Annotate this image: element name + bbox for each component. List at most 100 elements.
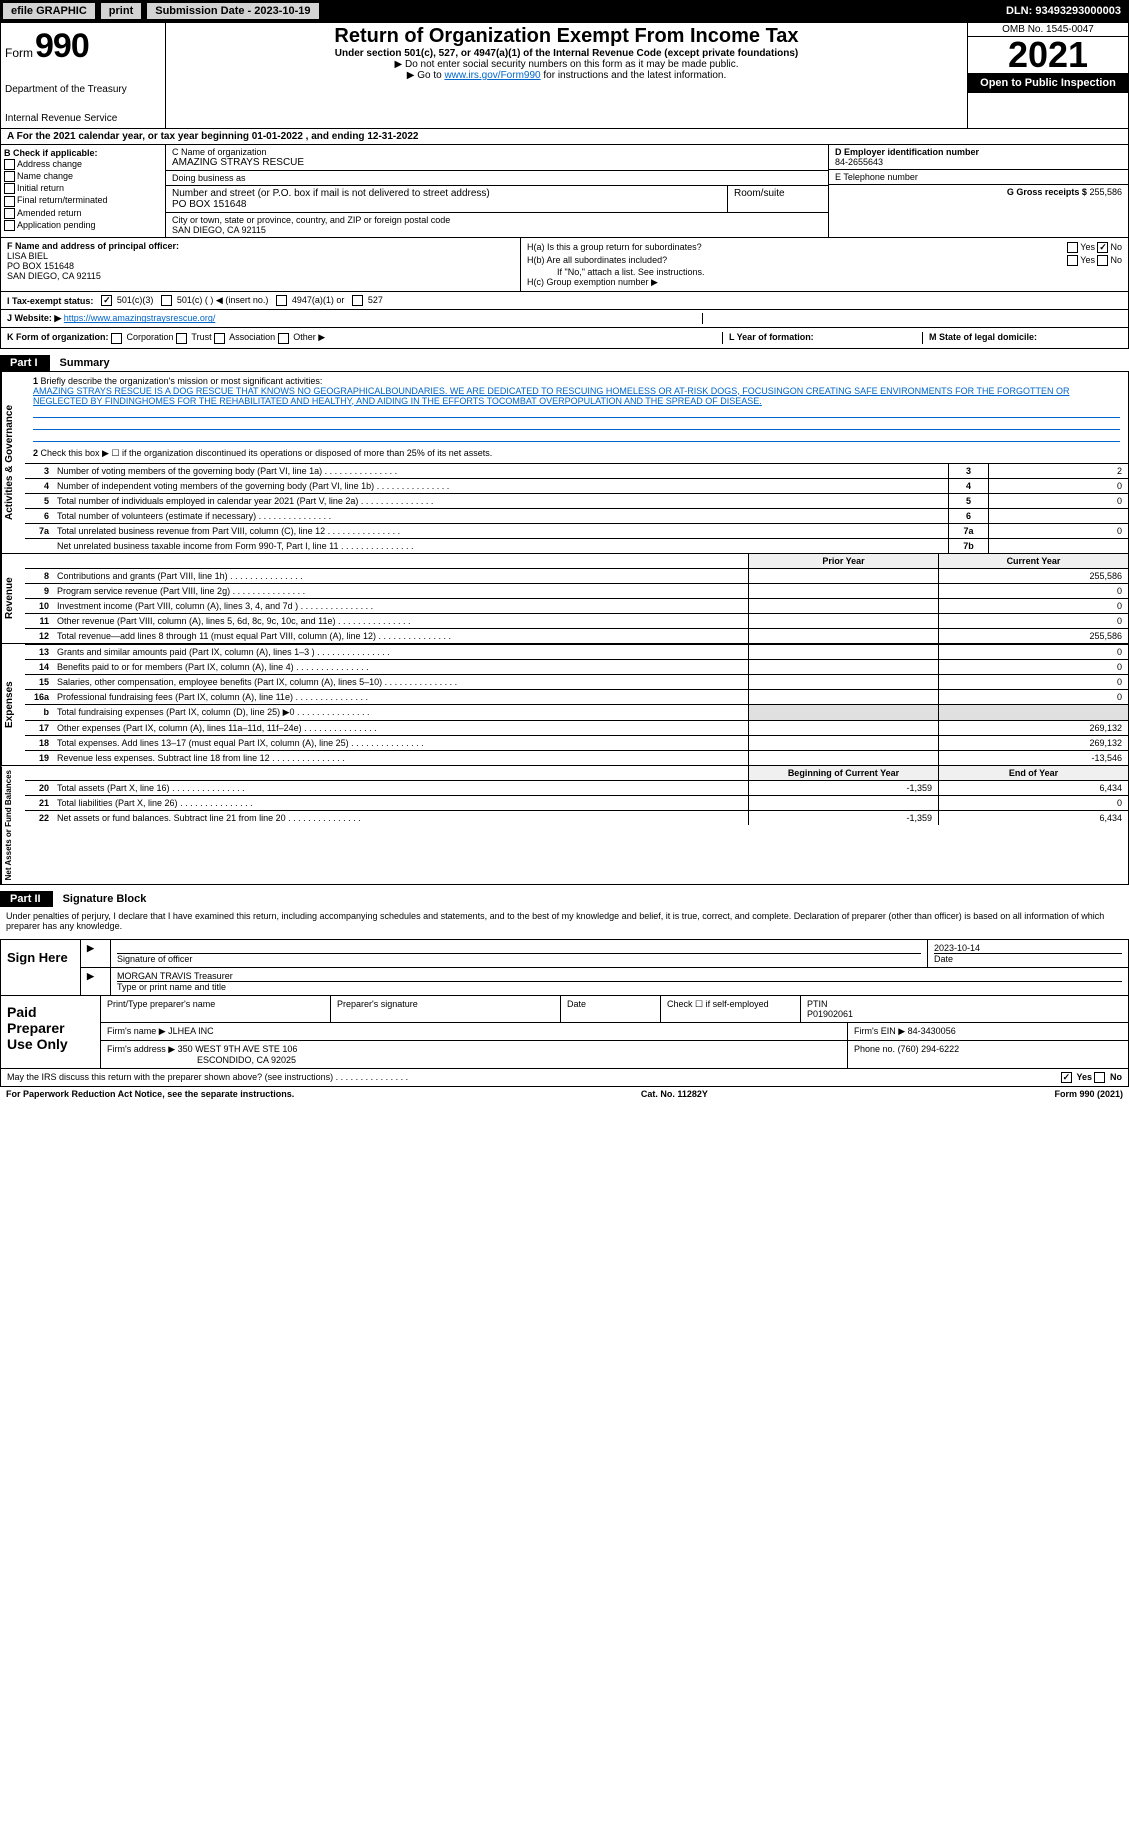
irs-link[interactable]: www.irs.gov/Form990: [444, 70, 540, 81]
chk-initial-return[interactable]: Initial return: [4, 183, 162, 194]
hb-label: H(b) Are all subordinates included?: [527, 255, 667, 266]
current-value: 0: [938, 690, 1128, 704]
firm-phone: (760) 294-6222: [898, 1044, 960, 1054]
part-2-header: Part II Signature Block: [0, 891, 1129, 907]
prior-value: [748, 614, 938, 628]
current-value: 0: [938, 614, 1128, 628]
current-value: -13,546: [938, 751, 1128, 765]
tax-exempt-row: I Tax-exempt status: 501(c)(3) 501(c) ( …: [0, 292, 1129, 310]
sidebar-net-assets: Net Assets or Fund Balances: [1, 766, 25, 884]
line-desc: Revenue less expenses. Subtract line 18 …: [53, 751, 748, 765]
current-value: [938, 705, 1128, 720]
firm-name: JLHEA INC: [168, 1026, 214, 1036]
website-row: J Website: ▶ https://www.amazingstraysre…: [0, 310, 1129, 328]
sign-here-box: Sign Here ▶ Signature of officer 2023-10…: [0, 939, 1129, 996]
org-address: PO BOX 151648: [172, 199, 721, 210]
current-value: 255,586: [938, 629, 1128, 643]
prep-sig-hdr: Preparer's signature: [331, 996, 561, 1022]
top-bar: efile GRAPHIC print Submission Date - 20…: [0, 0, 1129, 22]
dln-label: DLN: 93493293000003: [998, 3, 1129, 19]
discuss-row: May the IRS discuss this return with the…: [0, 1069, 1129, 1087]
line-value: 2: [988, 464, 1128, 478]
paid-preparer-label: Paid Preparer Use Only: [1, 996, 101, 1068]
line-desc: Other revenue (Part VIII, column (A), li…: [53, 614, 748, 628]
page-footer: For Paperwork Reduction Act Notice, see …: [0, 1087, 1129, 1101]
firm-name-label: Firm's name ▶: [107, 1026, 166, 1036]
perjury-declaration: Under penalties of perjury, I declare th…: [0, 907, 1129, 935]
line-desc: Contributions and grants (Part VIII, lin…: [53, 569, 748, 583]
gross-value: 255,586: [1089, 187, 1122, 197]
chk-final-return[interactable]: Final return/terminated: [4, 195, 162, 206]
room-suite-label: Room/suite: [728, 186, 828, 212]
firm-ein: 84-3430056: [908, 1026, 956, 1036]
line-desc: Number of voting members of the governin…: [53, 464, 948, 478]
ptin-label: PTIN: [807, 999, 1122, 1009]
sidebar-expenses: Expenses: [1, 644, 25, 765]
line-desc: Total fundraising expenses (Part IX, col…: [53, 705, 748, 720]
line-value: 0: [988, 494, 1128, 508]
section-bcd: B Check if applicable: Address change Na…: [0, 145, 1129, 238]
firm-addr2: ESCONDIDO, CA 92025: [107, 1055, 296, 1065]
col-b-label: B Check if applicable:: [4, 148, 162, 158]
prior-value: -1,359: [748, 781, 938, 795]
prior-value: [748, 675, 938, 689]
prior-value: [748, 751, 938, 765]
firm-addr-label: Firm's address ▶: [107, 1044, 175, 1054]
website-link[interactable]: https://www.amazingstraysrescue.org/: [64, 313, 216, 323]
end-year-hdr: End of Year: [938, 766, 1128, 780]
prior-value: [748, 584, 938, 598]
line-desc: Total expenses. Add lines 13–17 (must eq…: [53, 736, 748, 750]
firm-ein-label: Firm's EIN ▶: [854, 1026, 905, 1036]
chk-amended[interactable]: Amended return: [4, 208, 162, 219]
chk-address-change[interactable]: Address change: [4, 159, 162, 170]
q1-label: Briefly describe the organization's miss…: [41, 376, 323, 386]
current-value: 6,434: [938, 781, 1128, 795]
summary-revenue: Revenue Prior Year Current Year 8Contrib…: [0, 554, 1129, 644]
line-desc: Total revenue—add lines 8 through 11 (mu…: [53, 629, 748, 643]
current-value: 269,132: [938, 721, 1128, 735]
ssn-note: ▶ Do not enter social security numbers o…: [176, 59, 957, 70]
k-label: K Form of organization:: [7, 332, 109, 342]
sig-date-label: Date: [934, 953, 1122, 964]
ha-label: H(a) Is this a group return for subordin…: [527, 242, 702, 253]
prep-name-hdr: Print/Type preparer's name: [101, 996, 331, 1022]
sidebar-revenue: Revenue: [1, 554, 25, 643]
current-year-hdr: Current Year: [938, 554, 1128, 568]
prior-value: [748, 796, 938, 810]
row-a-tax-year: A For the 2021 calendar year, or tax yea…: [0, 129, 1129, 145]
hc-label: H(c) Group exemption number ▶: [527, 277, 1122, 288]
line-desc: Program service revenue (Part VIII, line…: [53, 584, 748, 598]
officer-signed-name: MORGAN TRAVIS Treasurer: [117, 971, 1122, 981]
city-label: City or town, state or province, country…: [172, 215, 822, 225]
chk-name-change[interactable]: Name change: [4, 171, 162, 182]
current-value: 6,434: [938, 811, 1128, 825]
line-value: [988, 539, 1128, 553]
sig-officer-label: Signature of officer: [117, 953, 921, 964]
f-label: F Name and address of principal officer:: [7, 241, 514, 251]
paperwork-notice: For Paperwork Reduction Act Notice, see …: [6, 1089, 294, 1099]
line-desc: Professional fundraising fees (Part IX, …: [53, 690, 748, 704]
addr-label: Number and street (or P.O. box if mail i…: [172, 188, 721, 199]
prior-value: [748, 721, 938, 735]
sidebar-governance: Activities & Governance: [1, 372, 25, 553]
summary-governance: Activities & Governance 1 Briefly descri…: [0, 371, 1129, 554]
current-value: 0: [938, 796, 1128, 810]
gross-label: G Gross receipts $: [1007, 187, 1087, 197]
l-year-formation: L Year of formation:: [722, 332, 922, 343]
current-value: 0: [938, 599, 1128, 613]
line-desc: Total assets (Part X, line 16): [53, 781, 748, 795]
current-value: 269,132: [938, 736, 1128, 750]
firm-addr1: 350 WEST 9TH AVE STE 106: [178, 1044, 298, 1054]
k-row: K Form of organization: Corporation Trus…: [0, 328, 1129, 348]
j-label: J Website: ▶: [7, 313, 61, 323]
print-button[interactable]: print: [100, 2, 142, 20]
line-desc: Other expenses (Part IX, column (A), lin…: [53, 721, 748, 735]
ptin-value: P01902061: [807, 1009, 1122, 1019]
line-desc: Salaries, other compensation, employee b…: [53, 675, 748, 689]
irs-label: Internal Revenue Service: [5, 113, 161, 124]
org-name: AMAZING STRAYS RESCUE: [172, 157, 822, 168]
line-desc: Benefits paid to or for members (Part IX…: [53, 660, 748, 674]
chk-application[interactable]: Application pending: [4, 220, 162, 231]
line-desc: Investment income (Part VIII, column (A)…: [53, 599, 748, 613]
cat-no: Cat. No. 11282Y: [641, 1089, 708, 1099]
